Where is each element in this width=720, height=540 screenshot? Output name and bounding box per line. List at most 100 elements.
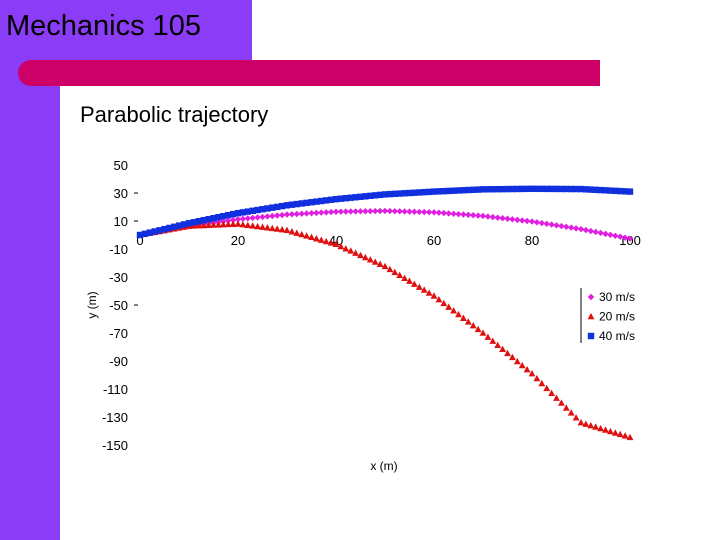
marker [504, 349, 511, 357]
marker [259, 206, 266, 213]
marker [572, 414, 580, 421]
marker [420, 286, 428, 293]
marker [617, 187, 624, 195]
marker [518, 361, 526, 369]
marker [298, 200, 305, 207]
marker [406, 208, 413, 215]
data-point [185, 220, 193, 227]
marker [499, 215, 506, 222]
marker [268, 224, 276, 232]
marker [259, 223, 266, 230]
marker [376, 260, 384, 267]
data-point [332, 195, 340, 203]
marker [484, 333, 492, 340]
marker [450, 210, 457, 217]
marker [597, 424, 604, 432]
marker [371, 258, 379, 265]
marker [396, 208, 403, 215]
y-tick-label: -90 [109, 354, 128, 369]
marker [621, 188, 629, 195]
marker [504, 185, 511, 193]
marker [587, 227, 594, 235]
x-tick-label: 0 [136, 233, 143, 248]
marker [239, 215, 247, 223]
marker [470, 186, 477, 194]
data-point [283, 202, 291, 209]
x-tick-label: 60 [427, 233, 441, 248]
y-axis-label: y (m) [85, 291, 99, 318]
marker [425, 188, 433, 196]
legend-marker [587, 312, 595, 320]
marker [435, 188, 443, 195]
marker [249, 207, 256, 215]
marker [543, 185, 550, 193]
marker [357, 251, 364, 259]
marker [401, 274, 408, 281]
marker [602, 187, 609, 194]
marker [523, 185, 531, 193]
marker [303, 199, 310, 207]
marker [372, 192, 379, 199]
data-point [381, 207, 389, 215]
marker [519, 217, 526, 224]
marker [568, 224, 575, 231]
data-point [430, 188, 438, 195]
series-20-m-s [136, 220, 634, 441]
marker [602, 230, 609, 238]
marker [308, 199, 315, 206]
marker [460, 211, 467, 218]
marker [396, 190, 403, 197]
marker [513, 357, 521, 365]
marker [411, 280, 418, 287]
y-tick-label: -130 [102, 410, 128, 425]
marker [489, 337, 497, 344]
data-point [381, 191, 389, 198]
marker [219, 220, 227, 228]
marker [337, 195, 345, 202]
marker [166, 224, 173, 232]
marker [352, 249, 359, 256]
x-axis-label: x (m) [370, 459, 397, 473]
marker [357, 208, 364, 215]
marker [523, 217, 531, 225]
marker [558, 222, 565, 230]
marker [391, 190, 398, 198]
y-tick-label: 50 [114, 158, 128, 173]
slide-subtitle: Parabolic trajectory [80, 102, 269, 127]
marker [514, 185, 521, 193]
marker [293, 210, 300, 218]
marker [239, 209, 247, 216]
marker [318, 209, 325, 216]
marker [538, 219, 545, 227]
marker [308, 233, 315, 241]
y-tick-label: -30 [109, 270, 128, 285]
marker [484, 213, 492, 220]
marker [161, 225, 168, 233]
marker [553, 185, 560, 193]
marker [592, 228, 599, 236]
marker [440, 299, 448, 307]
marker [200, 217, 207, 224]
marker [582, 420, 590, 427]
marker [464, 318, 472, 325]
marker [416, 189, 423, 196]
marker [391, 208, 398, 215]
marker [411, 208, 418, 215]
data-point [234, 209, 242, 217]
marker [567, 409, 575, 416]
marker [445, 210, 452, 217]
marker [607, 427, 614, 435]
marker [587, 186, 594, 193]
marker [572, 185, 580, 193]
marker [259, 213, 266, 221]
marker [391, 268, 399, 276]
marker [303, 210, 310, 217]
data-point [479, 186, 487, 193]
marker [421, 188, 428, 196]
marker [195, 218, 202, 225]
marker [396, 271, 404, 279]
marker [474, 186, 482, 193]
marker [612, 187, 619, 195]
marker [401, 208, 408, 215]
data-point [430, 209, 438, 216]
